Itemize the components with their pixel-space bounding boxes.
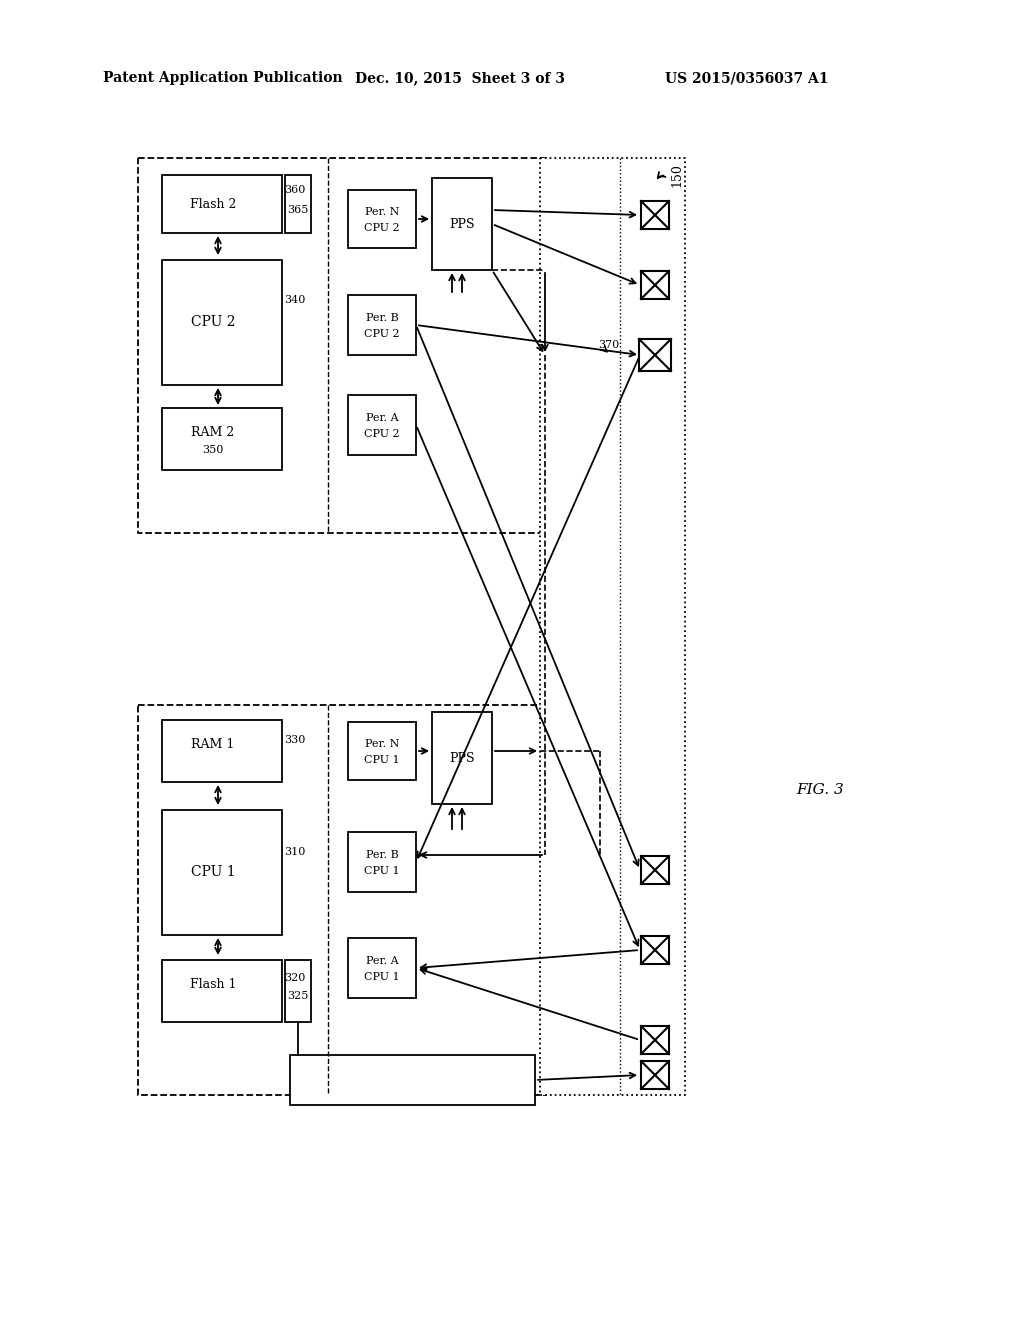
Text: PPS: PPS xyxy=(450,751,475,764)
Text: CPU 2: CPU 2 xyxy=(365,429,399,440)
Text: Dec. 10, 2015  Sheet 3 of 3: Dec. 10, 2015 Sheet 3 of 3 xyxy=(355,71,565,84)
Text: CPU 1: CPU 1 xyxy=(365,755,399,766)
Bar xyxy=(285,960,311,1022)
Bar xyxy=(290,1055,535,1105)
Text: Patent Application Publication: Patent Application Publication xyxy=(103,71,343,84)
Text: 310: 310 xyxy=(284,847,305,857)
Text: CPU 1: CPU 1 xyxy=(365,972,399,982)
Bar xyxy=(641,271,669,300)
Bar xyxy=(641,201,669,228)
Bar xyxy=(641,1061,669,1089)
Bar xyxy=(348,832,416,892)
Text: US 2015/0356037 A1: US 2015/0356037 A1 xyxy=(665,71,828,84)
Bar xyxy=(641,1026,669,1053)
Text: RAM 2: RAM 2 xyxy=(191,425,234,438)
Text: Per. A: Per. A xyxy=(366,956,398,966)
Text: Per. A: Per. A xyxy=(366,413,398,422)
Bar xyxy=(162,408,282,470)
Text: Per. B: Per. B xyxy=(366,313,398,323)
Bar xyxy=(540,158,685,1096)
Bar xyxy=(138,158,546,533)
Bar xyxy=(348,395,416,455)
Text: 320: 320 xyxy=(284,973,305,983)
Bar xyxy=(432,711,492,804)
Text: 360: 360 xyxy=(284,185,305,195)
Bar xyxy=(639,339,671,371)
Bar xyxy=(162,810,282,935)
Bar xyxy=(162,960,282,1022)
Text: 365: 365 xyxy=(288,205,308,215)
Text: CPU 1: CPU 1 xyxy=(190,865,236,879)
Bar xyxy=(348,294,416,355)
Bar xyxy=(138,705,546,1096)
Text: RAM 1: RAM 1 xyxy=(191,738,234,751)
Text: 330: 330 xyxy=(284,735,305,744)
Text: Per. B: Per. B xyxy=(366,850,398,861)
Bar xyxy=(348,722,416,780)
Bar xyxy=(641,936,669,964)
Text: Flash 1: Flash 1 xyxy=(189,978,237,990)
Text: 150: 150 xyxy=(670,164,683,187)
Text: 350: 350 xyxy=(203,445,223,455)
Bar xyxy=(162,176,282,234)
Text: 340: 340 xyxy=(284,294,305,305)
Bar xyxy=(162,719,282,781)
Text: 370: 370 xyxy=(598,341,620,350)
Text: CPU 2: CPU 2 xyxy=(365,223,399,234)
Text: CPU 1: CPU 1 xyxy=(365,866,399,876)
Text: Per. N: Per. N xyxy=(365,739,399,748)
Bar xyxy=(285,176,311,234)
Bar xyxy=(641,855,669,884)
Bar xyxy=(348,190,416,248)
Text: Per. N: Per. N xyxy=(365,207,399,216)
Text: Flash 2: Flash 2 xyxy=(189,198,237,210)
Text: CPU 2: CPU 2 xyxy=(190,315,236,329)
Text: 325: 325 xyxy=(288,991,308,1001)
Text: FIG. 3: FIG. 3 xyxy=(796,783,844,797)
Text: PPS: PPS xyxy=(450,218,475,231)
Bar xyxy=(162,260,282,385)
Bar xyxy=(348,939,416,998)
Bar xyxy=(432,178,492,271)
Text: CPU 2: CPU 2 xyxy=(365,329,399,339)
